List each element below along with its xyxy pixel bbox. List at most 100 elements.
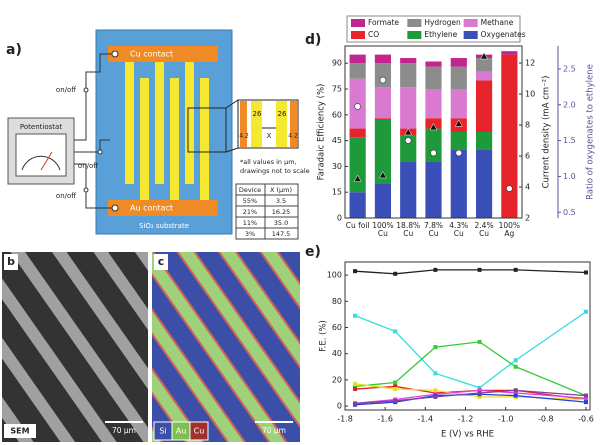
bar-segment	[475, 71, 493, 81]
panel-label: d)	[305, 32, 321, 48]
y2-tick-label: 2	[525, 214, 530, 223]
y-tick-label: 0	[337, 402, 342, 411]
meter-arc	[21, 155, 61, 171]
au-contact-label: Au contact	[130, 204, 173, 213]
inset-label: X	[267, 132, 272, 140]
legend-label: Cu	[194, 427, 205, 436]
terminal	[111, 50, 119, 58]
series-marker	[353, 387, 358, 392]
table-header: X (µm)	[270, 186, 292, 194]
table-cell: 21%	[243, 208, 257, 216]
inset-label: 4.2	[288, 133, 298, 140]
wire	[74, 163, 112, 209]
series-marker	[393, 398, 398, 403]
plot-frame	[344, 261, 591, 411]
series-marker	[513, 393, 518, 398]
zoom-line	[225, 99, 239, 109]
y-tick-label: 30	[332, 162, 342, 171]
switch	[83, 87, 89, 93]
wire	[74, 139, 110, 153]
switch-label: on/off	[56, 86, 76, 94]
inset-strip	[276, 101, 287, 147]
y3-tick-label: 2.5	[563, 64, 576, 73]
bar-segment	[425, 61, 442, 67]
table-header: Device	[239, 186, 261, 194]
bar-segment	[425, 128, 442, 162]
bar-segment	[400, 161, 417, 218]
y2-tick-label: 4	[525, 183, 530, 192]
au-contact	[108, 200, 218, 216]
series-marker	[477, 388, 482, 393]
y-tick-label: 0	[337, 214, 342, 223]
series-line	[354, 269, 587, 275]
series-marker	[583, 393, 588, 398]
series-marker	[393, 380, 398, 385]
y-tick-label: 75	[332, 85, 342, 94]
bar-segment	[425, 66, 442, 89]
bar-segment	[425, 161, 442, 218]
series-line	[354, 389, 587, 405]
bar-segment	[374, 63, 392, 88]
y-tick-label: 60	[332, 323, 342, 332]
ratio-marker	[454, 119, 463, 127]
series-marker	[477, 385, 482, 390]
current-marker	[430, 149, 437, 157]
switch	[97, 149, 103, 155]
bar-segment	[400, 58, 417, 64]
series-line	[354, 383, 587, 401]
series-marker	[583, 400, 588, 405]
series-line	[354, 341, 587, 397]
eds-map	[152, 252, 300, 442]
y-tick-label: 40	[332, 349, 342, 358]
table-cell: 3.5	[276, 197, 286, 205]
x-tick-label: -1.0	[498, 415, 514, 424]
y2-tick-label: 8	[525, 121, 530, 130]
legend-swatch	[407, 31, 422, 39]
panel-c: c Si Au Cu 70 µm	[152, 252, 300, 442]
table-cell: 35.0	[274, 219, 288, 227]
bar-segment	[475, 80, 493, 132]
finger	[170, 78, 179, 200]
y2-axis-title: Current density (mA cm⁻²)	[542, 76, 552, 189]
series-marker	[513, 390, 518, 395]
current-marker	[379, 76, 387, 84]
series-marker	[513, 388, 518, 393]
y-axis-title: F.E. (%)	[319, 320, 329, 352]
y2-tick-label: 12	[525, 59, 535, 68]
y3-tick-label: 2.0	[563, 100, 576, 109]
bar-segment	[374, 119, 392, 184]
series-marker	[433, 388, 438, 393]
series-marker	[477, 390, 482, 395]
legend-label: Au	[176, 427, 187, 436]
series-marker	[477, 267, 482, 272]
label-box	[154, 254, 168, 270]
y2-tick-label: 10	[525, 90, 535, 99]
inset-label: 4.2	[239, 133, 249, 140]
x-axis-title: E (V) vs RHE	[441, 430, 494, 440]
substrate-label: SiO₂ substrate	[139, 222, 189, 230]
bar-segment	[450, 58, 467, 67]
legend-label: Ethylene	[424, 30, 457, 39]
series-marker	[353, 381, 358, 386]
bar-segment	[400, 87, 417, 129]
bar-segment	[450, 89, 467, 119]
legend-label: Oxygenates	[481, 30, 526, 39]
legend-frame	[346, 15, 521, 43]
bar-segment	[349, 54, 366, 64]
inset	[237, 99, 299, 149]
table-cell: 55%	[243, 197, 257, 205]
series-marker	[353, 401, 358, 406]
x-tick-label: -1.2	[458, 415, 474, 424]
label-box	[4, 424, 36, 438]
series-marker	[353, 269, 358, 274]
ratio-marker	[480, 52, 488, 60]
series-marker	[393, 271, 398, 276]
y2-tick-label: 6	[525, 152, 530, 161]
panel-b: b SEM 70 µm	[2, 252, 148, 442]
zoom-line	[225, 147, 239, 153]
legend-swatch	[463, 19, 478, 27]
table-cell: 16.25	[272, 208, 291, 216]
y-tick-label: 45	[332, 136, 342, 145]
sem-image	[2, 252, 148, 442]
x-tick-label: 4.3% Cu	[449, 221, 469, 238]
